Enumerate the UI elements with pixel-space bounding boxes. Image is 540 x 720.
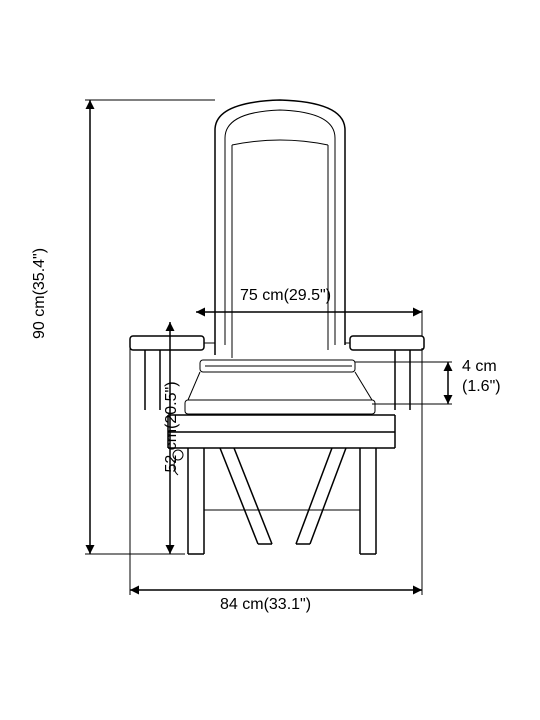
cushion-side-right	[355, 372, 372, 400]
backrest-top-outer	[215, 100, 345, 130]
armrest-right	[350, 336, 424, 350]
label-seat-height: 52 cm(20.5")	[163, 372, 181, 482]
back-leg-right-a	[296, 448, 332, 544]
diagram-canvas: 90 cm(35.4") 52 cm(20.5") 75 cm(29.5") 4…	[0, 0, 540, 720]
armrest-left	[130, 336, 204, 350]
cushion-side-left	[188, 372, 200, 400]
label-width: 75 cm(29.5")	[240, 287, 331, 305]
backrest-top-inner	[225, 110, 335, 138]
seat-cushion-front	[185, 400, 375, 414]
label-cushion-cm: 4 cm	[462, 358, 497, 376]
back-leg-right-b	[310, 448, 346, 544]
label-cushion-in: (1.6")	[462, 378, 501, 396]
cushion-back-top	[232, 140, 328, 145]
label-total-height: 90 cm(35.4")	[31, 279, 49, 339]
label-depth: 84 cm(33.1")	[220, 596, 311, 614]
